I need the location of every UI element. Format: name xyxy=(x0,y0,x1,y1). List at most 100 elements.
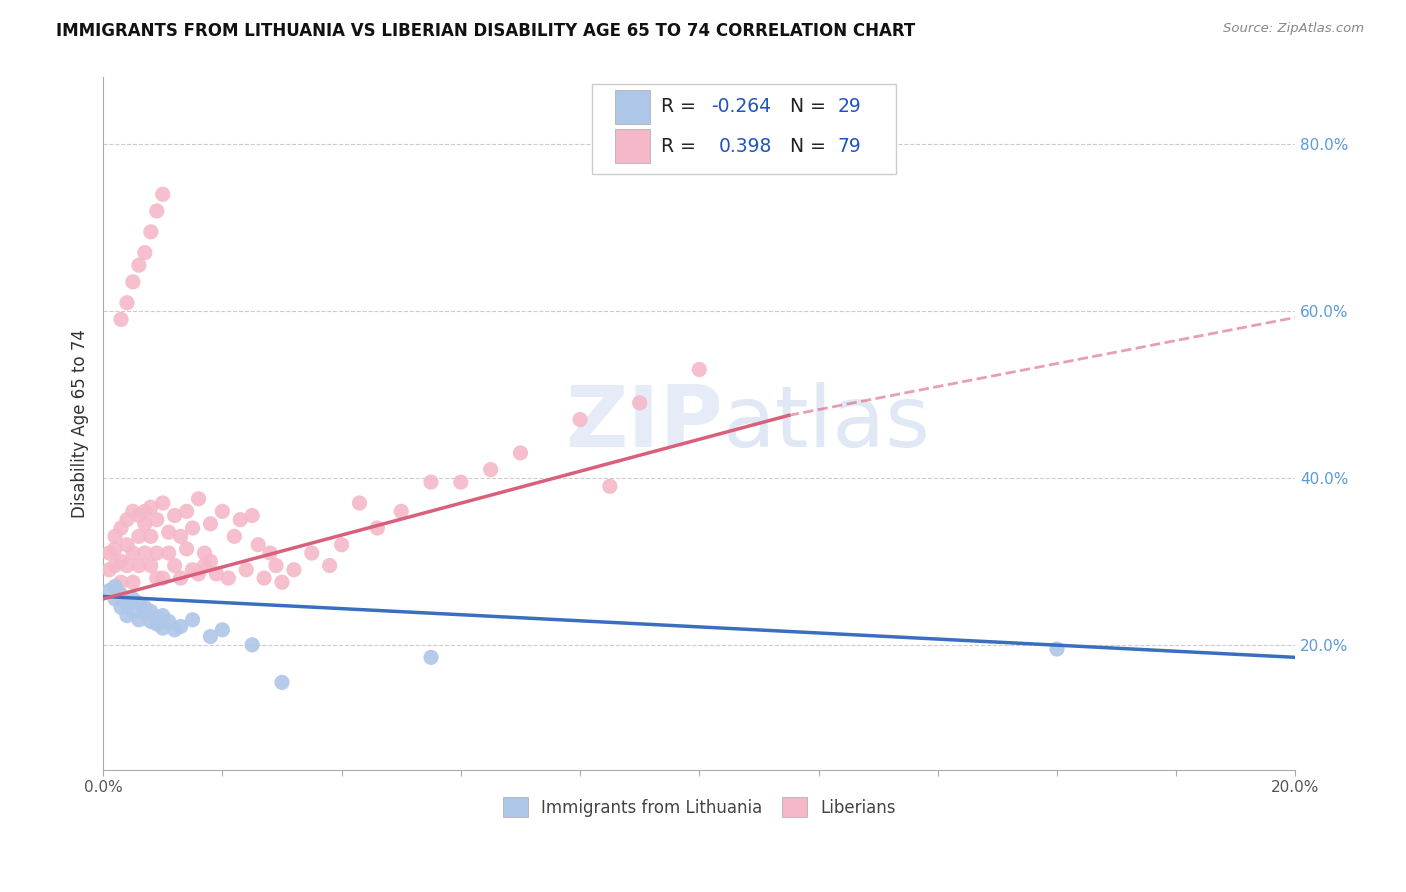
Point xyxy=(110,521,132,535)
Point xyxy=(128,596,150,610)
FancyBboxPatch shape xyxy=(614,128,651,163)
Text: Source: ZipAtlas.com: Source: ZipAtlas.com xyxy=(1223,22,1364,36)
Point xyxy=(152,571,174,585)
Point xyxy=(253,571,276,585)
Point xyxy=(152,187,174,202)
Point xyxy=(509,446,531,460)
Point xyxy=(104,541,127,556)
Point xyxy=(187,566,209,581)
Point xyxy=(139,529,162,543)
FancyBboxPatch shape xyxy=(614,89,651,124)
Text: 0.398: 0.398 xyxy=(718,136,772,155)
Point xyxy=(139,558,162,573)
Point xyxy=(271,675,294,690)
Point xyxy=(205,566,228,581)
Point xyxy=(139,615,162,629)
Point xyxy=(157,546,180,560)
Point xyxy=(122,604,145,618)
Point xyxy=(247,538,270,552)
Point xyxy=(128,258,150,272)
Point xyxy=(128,558,150,573)
Point xyxy=(200,554,222,568)
Point xyxy=(176,504,198,518)
Point xyxy=(229,513,252,527)
Point xyxy=(181,563,204,577)
Point xyxy=(98,583,121,598)
Point xyxy=(146,513,169,527)
Point xyxy=(146,203,169,218)
Point xyxy=(163,508,186,523)
Point xyxy=(569,412,592,426)
Point xyxy=(134,504,156,518)
Point xyxy=(389,504,412,518)
Text: ZIP: ZIP xyxy=(565,382,723,466)
Point xyxy=(211,504,233,518)
Point xyxy=(134,606,156,620)
Legend: Immigrants from Lithuania, Liberians: Immigrants from Lithuania, Liberians xyxy=(496,790,903,824)
Point xyxy=(110,588,132,602)
Point xyxy=(128,529,150,543)
Point xyxy=(146,617,169,632)
Point xyxy=(122,275,145,289)
Point xyxy=(420,475,443,490)
Point xyxy=(193,546,215,560)
Point xyxy=(301,546,323,560)
Point xyxy=(115,598,138,612)
Point xyxy=(193,558,215,573)
Point xyxy=(240,508,263,523)
Point xyxy=(134,516,156,531)
Text: -0.264: -0.264 xyxy=(711,97,772,117)
Point xyxy=(122,591,145,606)
Point xyxy=(146,611,169,625)
Point xyxy=(330,538,353,552)
Point xyxy=(259,546,281,560)
Point xyxy=(146,546,169,560)
Point xyxy=(152,496,174,510)
Point xyxy=(146,571,169,585)
Point xyxy=(211,623,233,637)
Point xyxy=(169,571,191,585)
Point xyxy=(128,613,150,627)
Point xyxy=(115,295,138,310)
Point xyxy=(169,619,191,633)
Point xyxy=(479,462,502,476)
Point xyxy=(104,558,127,573)
Point xyxy=(115,558,138,573)
Text: IMMIGRANTS FROM LITHUANIA VS LIBERIAN DISABILITY AGE 65 TO 74 CORRELATION CHART: IMMIGRANTS FROM LITHUANIA VS LIBERIAN DI… xyxy=(56,22,915,40)
Point xyxy=(688,362,710,376)
Text: N =: N = xyxy=(790,97,832,117)
Point xyxy=(110,600,132,615)
Point xyxy=(110,575,132,590)
Point xyxy=(599,479,621,493)
Point xyxy=(134,546,156,560)
Point xyxy=(134,245,156,260)
Point xyxy=(104,579,127,593)
Point xyxy=(163,558,186,573)
Point xyxy=(169,529,191,543)
Point xyxy=(152,621,174,635)
Y-axis label: Disability Age 65 to 74: Disability Age 65 to 74 xyxy=(72,329,89,518)
Point xyxy=(187,491,209,506)
Point xyxy=(128,508,150,523)
Point xyxy=(450,475,472,490)
Point xyxy=(122,546,145,560)
Text: N =: N = xyxy=(790,136,832,155)
Point xyxy=(420,650,443,665)
Text: R =: R = xyxy=(661,97,702,117)
Point xyxy=(98,563,121,577)
Text: R =: R = xyxy=(661,136,709,155)
Point xyxy=(240,638,263,652)
Point xyxy=(628,396,651,410)
Point xyxy=(110,312,132,326)
Point xyxy=(163,623,186,637)
Point xyxy=(139,500,162,515)
Point xyxy=(115,608,138,623)
Text: atlas: atlas xyxy=(723,382,931,466)
Point xyxy=(349,496,371,510)
Point xyxy=(224,529,246,543)
Point xyxy=(200,516,222,531)
Text: 29: 29 xyxy=(838,97,862,117)
Point xyxy=(181,521,204,535)
Point xyxy=(283,563,305,577)
Point xyxy=(122,575,145,590)
